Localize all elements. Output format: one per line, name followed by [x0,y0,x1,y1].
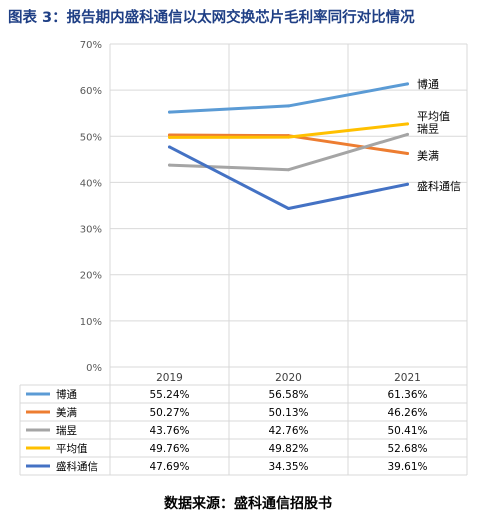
data-value-label: 52.68% [387,443,427,455]
series-end-label: 平均值 [417,110,450,123]
data-point [168,163,171,167]
data-point [168,145,171,149]
data-point [406,132,409,136]
y-tick-label: 40% [80,178,102,189]
series-end-label: 美满 [417,150,439,163]
series-line [168,145,409,210]
data-value-label: 42.76% [268,425,308,437]
data-value-label: 46.26% [387,407,427,419]
data-value-label: 39.61% [387,461,427,473]
figure-title: 图表 3：报告期内盛科通信以太网交换芯片毛利率同行对比情况 [8,10,415,26]
data-point [406,82,409,86]
data-point [168,135,171,139]
series-end-label: 博通 [417,78,439,91]
x-tick-label: 2020 [275,372,302,384]
data-source: 数据来源：盛科通信招股书 [164,496,332,512]
data-value-label: 50.41% [387,425,427,437]
y-tick-label: 0% [86,363,102,374]
data-value-label: 50.13% [268,407,308,419]
data-point [406,122,409,126]
data-point [287,206,290,210]
y-tick-label: 60% [80,86,102,97]
y-tick-label: 20% [80,271,102,282]
data-value-label: 49.82% [268,443,308,455]
legend-series-name: 美满 [56,406,77,419]
data-point [287,135,290,139]
y-tick-label: 10% [80,317,102,328]
y-tick-label: 50% [80,132,102,143]
data-point [168,110,171,114]
legend-series-name: 博通 [56,388,77,401]
x-tick-label: 2019 [156,372,183,384]
data-point [287,168,290,172]
series-end-label: 瑞昱 [417,121,439,135]
legend-series-name: 瑞昱 [56,425,77,437]
data-value-label: 56.58% [268,389,308,401]
y-tick-label: 30% [80,225,102,236]
data-point [287,104,290,108]
data-point [168,133,171,137]
x-tick-label: 2021 [394,372,421,384]
data-value-label: 55.24% [149,389,189,401]
data-value-label: 43.76% [149,425,189,437]
data-value-label: 49.76% [149,443,189,455]
data-point [406,152,409,156]
y-tick-label: 70% [80,40,102,51]
data-value-label: 50.27% [149,407,189,419]
series-end-label: 盛科通信 [417,179,461,193]
legend-series-name: 平均值 [56,442,88,455]
data-point [406,182,409,186]
data-value-label: 47.69% [149,461,189,473]
legend-series-name: 盛科通信 [56,460,98,473]
data-value-label: 34.35% [268,461,308,473]
data-value-label: 61.36% [387,389,427,401]
series-line [168,82,409,114]
